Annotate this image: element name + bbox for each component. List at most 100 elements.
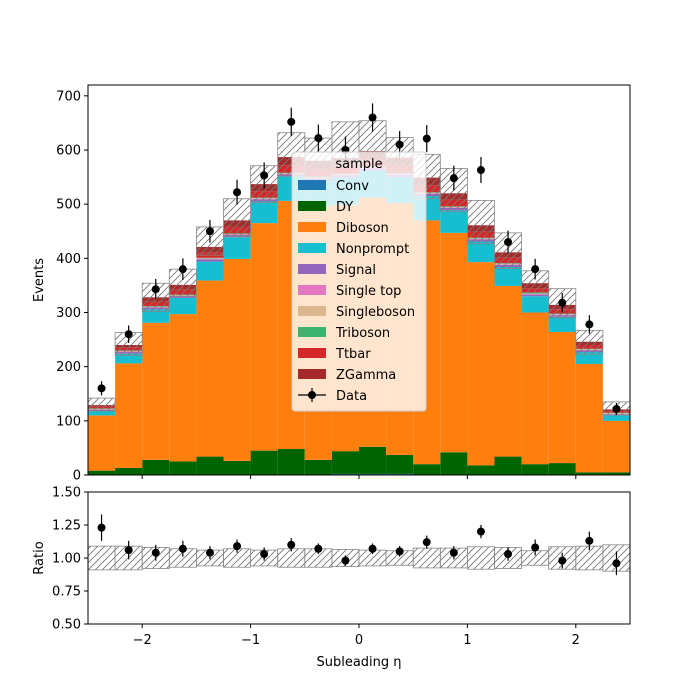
data-point: [449, 174, 458, 183]
x-tick-label: 1: [463, 633, 471, 648]
ratio-point: [97, 523, 106, 532]
bar: [359, 473, 387, 475]
ratio-point: [612, 559, 621, 568]
bar: [386, 454, 414, 474]
x-tick-label: −1: [241, 633, 260, 648]
ratio-y-tick-label: 0.75: [52, 585, 81, 600]
legend-label: DY: [336, 200, 353, 215]
y-tick-label: 400: [56, 252, 81, 267]
legend-swatch: [298, 264, 326, 274]
y-tick-label: 100: [56, 414, 81, 429]
bar: [223, 460, 251, 475]
bar: [115, 467, 143, 475]
uncertainty-box: [466, 199, 495, 245]
data-point: [314, 134, 323, 143]
ratio-band-box: [412, 547, 441, 569]
bar: [602, 415, 630, 421]
bar: [494, 267, 522, 286]
ratio-point: [531, 543, 540, 552]
ratio-point: [368, 544, 377, 553]
ratio-point: [585, 536, 594, 545]
bar: [169, 296, 197, 298]
bar: [196, 258, 224, 260]
ratio-point: [558, 556, 567, 565]
data-point: [422, 134, 431, 143]
legend-data-marker: [308, 391, 316, 399]
bar: [602, 420, 630, 473]
legend-label: Single top: [336, 284, 401, 299]
bar: [88, 415, 116, 471]
ratio-point: [395, 547, 404, 556]
data-point: [233, 188, 242, 197]
ratio-point: [287, 540, 296, 549]
data-point: [558, 298, 567, 307]
ratio-y-tick-label: 1.00: [52, 552, 81, 567]
ratio-point: [504, 550, 513, 559]
y-tick-label: 0: [73, 469, 81, 484]
legend-swatch: [298, 327, 326, 337]
data-point: [178, 265, 187, 274]
ratio-point: [233, 542, 242, 551]
bar: [196, 456, 224, 475]
uncertainty-box: [87, 397, 116, 412]
bar: [575, 352, 603, 364]
bar: [142, 459, 170, 475]
bar: [467, 241, 495, 263]
legend-label: Triboson: [335, 326, 390, 341]
bar: [196, 258, 224, 259]
bar: [548, 463, 576, 475]
data-point: [476, 166, 485, 175]
legend-label: ZGamma: [336, 368, 396, 383]
legend-label: Ttbar: [335, 347, 371, 362]
ratio-point: [151, 548, 160, 557]
legend-label: Singleboson: [336, 305, 415, 320]
bar: [142, 309, 170, 323]
data-point: [504, 238, 513, 247]
bar: [169, 314, 197, 462]
y-tick-label: 600: [56, 144, 81, 159]
bar: [440, 232, 468, 453]
bar: [250, 450, 278, 475]
bar: [467, 465, 495, 475]
bar: [440, 210, 468, 233]
ratio-y-tick-label: 1.50: [52, 486, 81, 501]
bar: [440, 452, 468, 475]
data-point: [151, 285, 160, 294]
bar: [467, 262, 495, 466]
data-point: [395, 140, 404, 149]
ratio-y-tick-label: 0.50: [52, 618, 81, 633]
ratio-point: [449, 548, 458, 557]
legend-swatch: [298, 201, 326, 211]
legend-label: Conv: [336, 179, 369, 194]
bar: [548, 316, 576, 332]
legend-label: Data: [336, 389, 367, 404]
bar: [196, 257, 224, 259]
bar: [548, 332, 576, 464]
ratio-point: [314, 544, 323, 553]
bar: [521, 464, 549, 475]
ratio-points: [97, 514, 621, 576]
y-tick-label: 500: [56, 198, 81, 213]
legend-swatch: [298, 348, 326, 358]
ratio-uncertainty-band: [87, 544, 631, 572]
data-point: [368, 113, 377, 122]
data-point: [205, 227, 214, 236]
x-tick-label: 2: [572, 633, 580, 648]
bar: [359, 446, 387, 474]
x-tick-label: 0: [355, 633, 363, 648]
bar: [575, 472, 603, 475]
legend-title: sample: [335, 157, 382, 172]
bar: [223, 237, 251, 259]
bar: [521, 293, 549, 294]
ratio-band-box: [466, 546, 495, 570]
legend-label: Diboson: [336, 221, 389, 236]
ratio-point: [476, 527, 485, 536]
bar: [142, 322, 170, 460]
legend: sample Conv DY Diboson Nonprompt Signal Single…: [291, 151, 427, 412]
legend-swatch: [298, 369, 326, 379]
series-dy: [88, 446, 630, 475]
ratio-point: [178, 544, 187, 553]
data-points: [97, 103, 621, 415]
bar: [494, 285, 522, 457]
